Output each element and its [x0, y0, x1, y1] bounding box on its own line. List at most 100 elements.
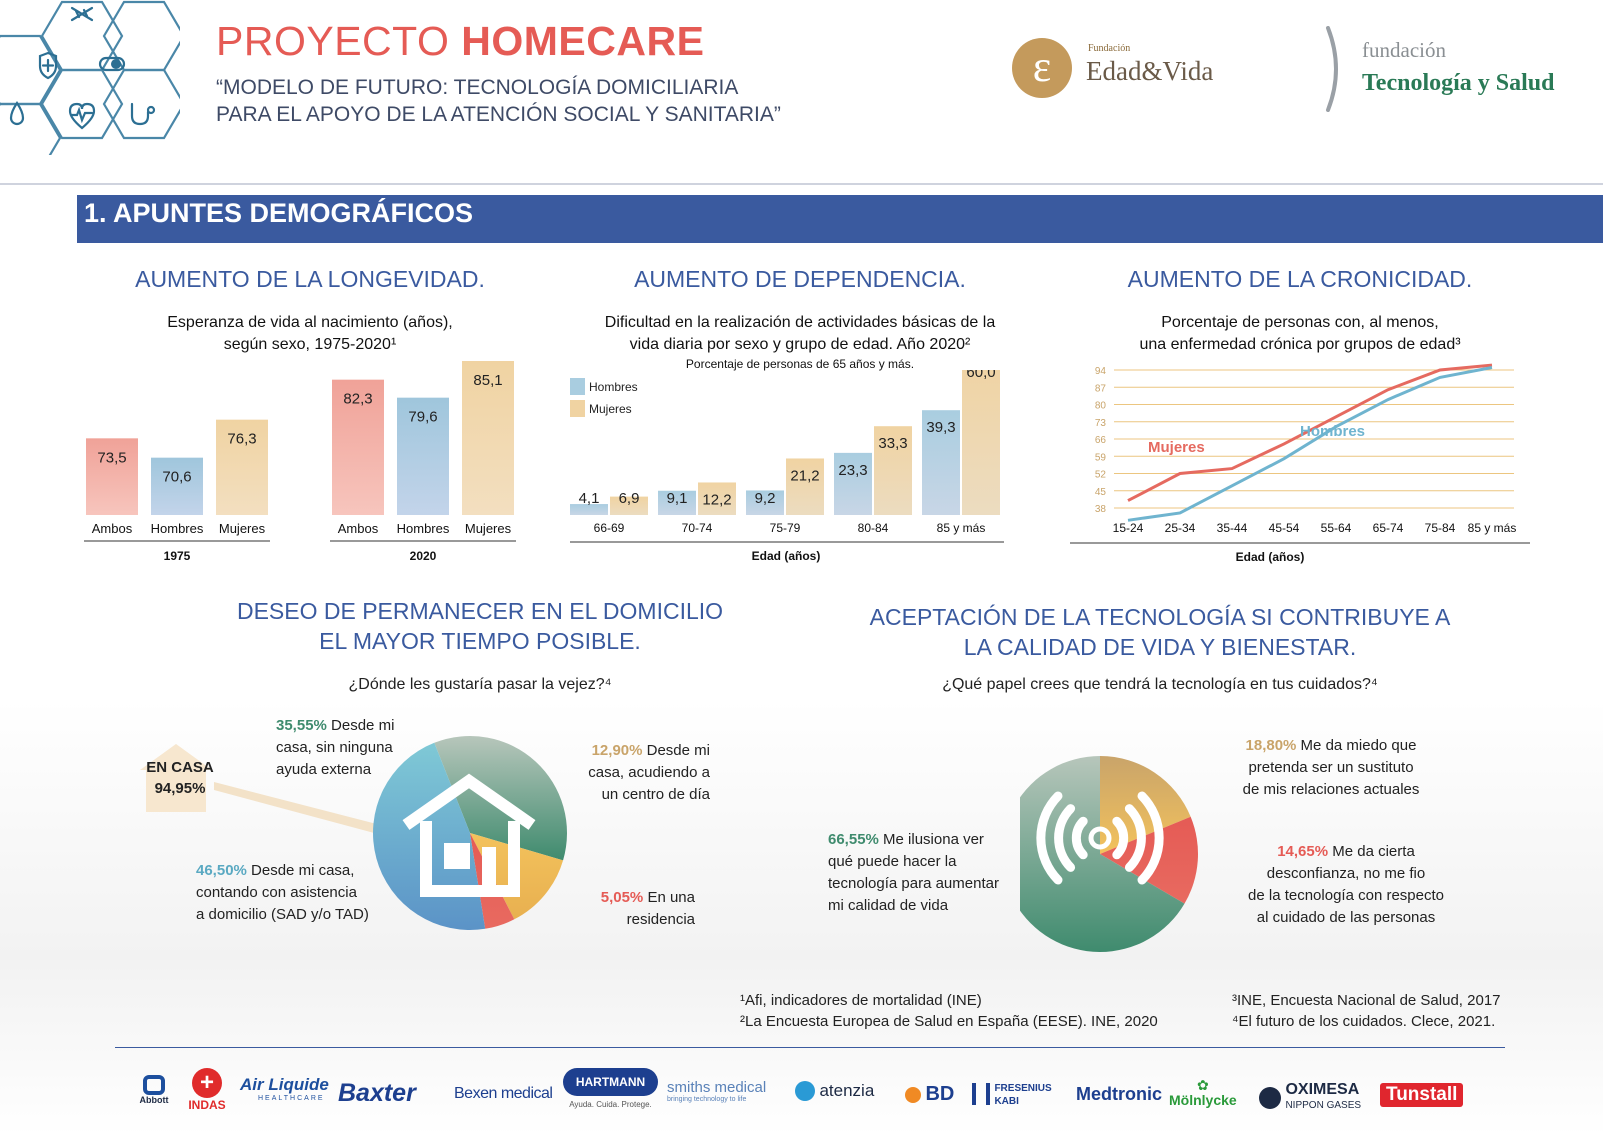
- cronicidad-sub-1: Porcentaje de personas con, al menos,: [1161, 314, 1439, 331]
- tecnologia-label-3-b: qué puede hacer la: [828, 853, 957, 870]
- domicilio-label-2-pct: 12,90%: [591, 742, 643, 759]
- tecnologia-heading-1: ACEPTACIÓN DE LA TECNOLOGÍA SI CONTRIBUY…: [869, 604, 1451, 630]
- smiths-label: smiths medical: [667, 1079, 767, 1096]
- oximesa-label: OXIMESA: [1285, 1081, 1360, 1098]
- bar-value-label: 21,2: [790, 467, 819, 484]
- footnote-2: ²La Encuesta Europea de Salud en España …: [740, 1013, 1158, 1030]
- domicilio-label-4: 5,05% En una residencia: [575, 887, 695, 931]
- domicilio-label-1: 35,55% Desde mi casa, sin ninguna ayuda …: [276, 715, 446, 781]
- molnlycke-label: Mölnlycke: [1169, 1092, 1237, 1108]
- section-bar: [77, 195, 1603, 243]
- tecnologia-pie: [1020, 756, 1198, 952]
- bar-value-label: 33,3: [878, 435, 907, 452]
- tecnologia-label-3: 66,55% Me ilusiona ver qué puede hacer l…: [828, 829, 1018, 917]
- longevidad-heading: AUMENTO DE LA LONGEVIDAD.: [135, 266, 485, 292]
- bar-value-label: 85,1: [473, 372, 502, 389]
- bar-mujeres-1: [698, 482, 736, 515]
- bar-hombres-2: [746, 490, 784, 515]
- bar-mujeres-4: [962, 370, 1000, 515]
- series-line-mujeres: [1127, 363, 1493, 502]
- footnotes-right: ³INE, Encuesta Nacional de Salud, 2017 ⁴…: [1232, 990, 1501, 1032]
- header-divider: [0, 183, 1603, 185]
- tecnologia-heading: ACEPTACIÓN DE LA TECNOLOGÍA SI CONTRIBUY…: [810, 602, 1510, 662]
- bar-hombres-4: [922, 410, 960, 515]
- footnote-4: ⁴El futuro de los cuidados. Clece, 2021.: [1232, 1013, 1496, 1030]
- hartmann-label: HARTMANN: [563, 1068, 658, 1096]
- bar-value-label: 79,6: [408, 409, 437, 426]
- sponsor-medtronic: Medtronic: [1076, 1084, 1163, 1104]
- bar-1975-hombres: [151, 457, 203, 515]
- domicilio-label-4-a: En una: [643, 889, 695, 906]
- y-tick-label: 45: [1095, 487, 1107, 498]
- atenzia-label: atenzia: [819, 1081, 875, 1100]
- domicilio-pie: [140, 736, 567, 930]
- domicilio-question: ¿Dónde les gustaría pasar la vejez?⁴: [348, 676, 612, 693]
- cronicidad-sub-2: una enfermedad crónica por grupos de eda…: [1139, 336, 1461, 353]
- x-tick-label: 45-54: [1269, 521, 1300, 535]
- tecnologia-label-3-a: Me ilusiona ver: [878, 831, 984, 848]
- dependencia-sub-small: Porcentaje de personas de 65 años y más.: [685, 357, 915, 371]
- dependencia-subtitle: Dificultad en la realización de activida…: [560, 312, 1040, 356]
- sponsor-fresenius: FRESENIUS KABI: [972, 1081, 1052, 1107]
- x-tick-label: 85 y más: [1468, 521, 1517, 535]
- y-tick-label: 52: [1095, 470, 1107, 481]
- cronicidad-heading: AUMENTO DE LA CRONICIDAD.: [1127, 266, 1473, 292]
- signal-wave-right-icon: [1124, 804, 1146, 872]
- edad-vida-emblem: ε: [1012, 38, 1072, 98]
- dependencia-sub-2: vida diaria por sexo y grupo de edad. Añ…: [629, 336, 971, 353]
- sponsor-airliquide: Air Liquide HEALTHCARE: [240, 1075, 329, 1102]
- oximesa-icon: [1259, 1087, 1281, 1109]
- tecnologia-label-3-c: tecnología para aumentar: [828, 875, 999, 892]
- airliquide-label: Air Liquide: [240, 1075, 329, 1094]
- longevidad-subtitle: Esperanza de vida al nacimiento (años), …: [80, 312, 540, 356]
- y-tick-label: 94: [1095, 366, 1107, 377]
- en-casa-label: EN CASA: [146, 759, 214, 776]
- project-title-bold: HOMECARE: [461, 18, 705, 64]
- indas-label: INDAS: [188, 1098, 226, 1112]
- en-casa-pct: 94,95%: [154, 780, 206, 797]
- sponsor-hartmann: HARTMANN Ayuda. Cuida. Protege.: [563, 1068, 658, 1109]
- x-tick-label: Hombres: [397, 521, 450, 536]
- bar-value-label: 39,3: [926, 419, 955, 436]
- bar-mujeres-0: [610, 496, 648, 515]
- series-label-mujeres: Mujeres: [1148, 439, 1205, 456]
- signal-wave-right-icon: [1137, 791, 1164, 885]
- y-tick-label: 59: [1095, 452, 1107, 463]
- bar-value-label: 9,2: [755, 490, 776, 507]
- project-title: PROYECTO HOMECARE: [216, 18, 704, 65]
- pie-slice-2: [1020, 756, 1185, 952]
- bar-value-label: 6,9: [619, 490, 640, 507]
- hartmann-sub: Ayuda. Cuida. Protege.: [569, 1100, 652, 1109]
- edad-vida-small: Fundación: [1088, 43, 1131, 54]
- bar-2020-ambos: [332, 379, 384, 515]
- tecnologia-salud-small: fundación: [1362, 38, 1446, 62]
- house-walls-icon: [420, 821, 520, 897]
- cronicidad-chart: 38 45 52 59 66 73 80 87 94 15-24 25-34 35-44 45-54 55…: [1070, 363, 1530, 564]
- dependencia-chart: 4,1 6,9 66-69 9,1 12,2 70-74 9,2 21,2 75-79 23,3 3…: [570, 370, 1004, 563]
- tecnologia-heading-2: LA CALIDAD DE VIDA Y BIENESTAR.: [963, 634, 1357, 660]
- x-tick-label: 85 y más: [937, 521, 986, 535]
- tecnologia-label-1-c: de mis relaciones actuales: [1242, 781, 1420, 798]
- domicilio-label-1-pct: 35,55%: [276, 717, 327, 734]
- edad-vida-logo: ε Fundación Edad&Vida: [1012, 38, 1242, 100]
- fresenius-sub: KABI: [994, 1096, 1019, 1107]
- domicilio-label-2: 12,90% Desde mi casa, acudiendo a un cen…: [560, 740, 710, 806]
- x-tick-label: 55-64: [1321, 521, 1352, 535]
- pie-slice-1: [1100, 816, 1198, 904]
- tecnologia-label-2-c: de la tecnología con respecto: [1248, 887, 1444, 904]
- en-casa-badge: EN CASA 94,95%: [140, 757, 220, 799]
- bar-value-label: 4,1: [579, 490, 600, 507]
- longevidad-sub-2: según sexo, 1975-2020¹: [223, 336, 397, 353]
- house-roof-icon: [402, 773, 536, 830]
- bracket-mark: [1326, 26, 1338, 112]
- bar-value-label: 12,2: [702, 491, 731, 508]
- signal-wave-left-icon: [1054, 804, 1076, 872]
- x-tick-label: 80-84: [858, 521, 889, 535]
- bar-value-label: 73,5: [97, 449, 126, 466]
- abbott-label: Abbott: [139, 1095, 169, 1105]
- sponsor-tunstall: Tunstall: [1380, 1083, 1464, 1107]
- y-tick-label: 73: [1095, 418, 1107, 429]
- tecnologia-label-1-pct: 18,80%: [1245, 737, 1297, 754]
- bar-mujeres-2: [786, 458, 824, 515]
- bar-value-label: 23,3: [838, 462, 867, 479]
